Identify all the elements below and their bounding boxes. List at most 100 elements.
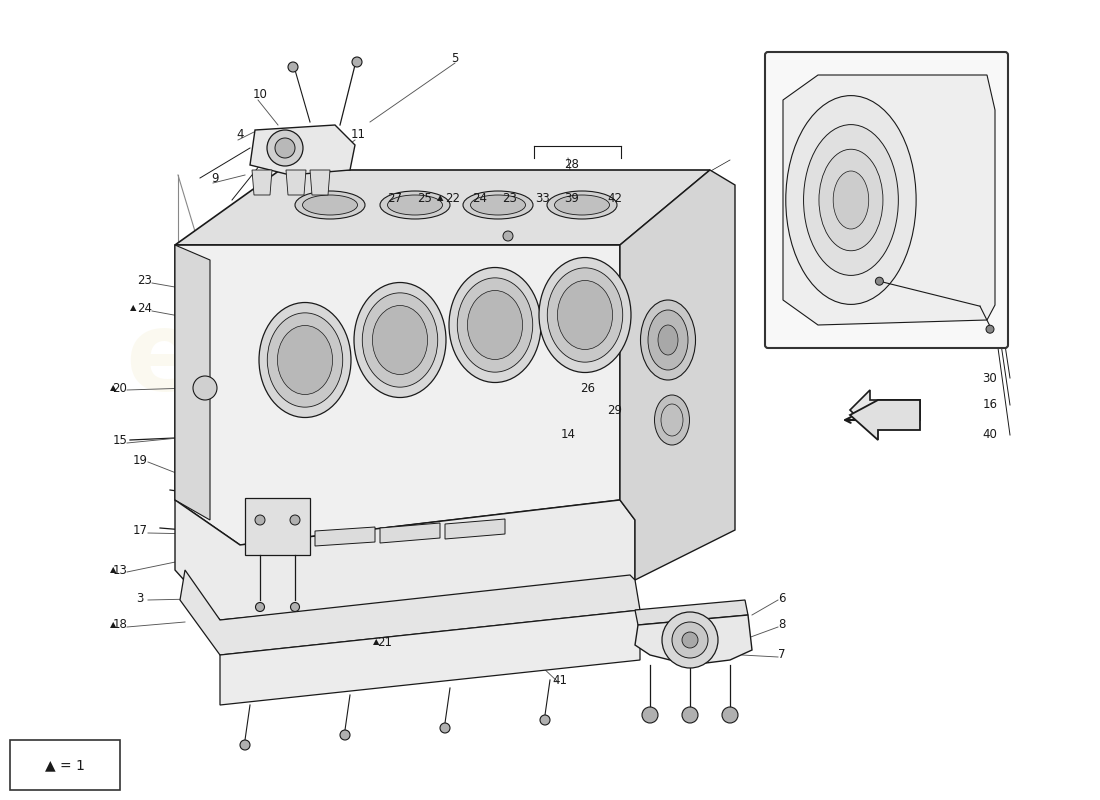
Ellipse shape: [290, 602, 299, 611]
Text: 20: 20: [112, 382, 128, 394]
Ellipse shape: [295, 191, 365, 219]
Circle shape: [662, 612, 718, 668]
Ellipse shape: [558, 281, 613, 350]
Ellipse shape: [654, 395, 690, 445]
Ellipse shape: [354, 282, 446, 398]
Circle shape: [876, 278, 883, 286]
Text: 8: 8: [779, 618, 785, 631]
Text: 39: 39: [564, 191, 580, 205]
Text: since 1982: since 1982: [565, 520, 667, 568]
Polygon shape: [635, 600, 748, 625]
Text: europ: europ: [125, 306, 491, 414]
Polygon shape: [180, 570, 640, 655]
Text: 21: 21: [377, 635, 393, 649]
Text: ▲: ▲: [110, 621, 117, 630]
Ellipse shape: [449, 267, 541, 382]
Text: a passion for parts: a passion for parts: [331, 420, 549, 508]
Ellipse shape: [362, 293, 438, 387]
Ellipse shape: [803, 125, 899, 275]
Circle shape: [986, 325, 994, 333]
Text: 16: 16: [982, 398, 998, 411]
Text: 3: 3: [136, 591, 144, 605]
Ellipse shape: [820, 150, 883, 250]
Ellipse shape: [258, 302, 351, 418]
Ellipse shape: [468, 290, 522, 359]
Bar: [10, 740, 120, 790]
Polygon shape: [250, 125, 355, 175]
Text: 11: 11: [351, 129, 365, 142]
Ellipse shape: [785, 96, 916, 305]
Text: 33: 33: [536, 191, 550, 205]
Ellipse shape: [463, 191, 534, 219]
Polygon shape: [379, 523, 440, 543]
Circle shape: [275, 138, 295, 158]
Text: 30: 30: [982, 371, 998, 385]
Text: 24: 24: [473, 191, 487, 205]
Polygon shape: [175, 245, 210, 520]
Ellipse shape: [240, 740, 250, 750]
Text: 41: 41: [552, 674, 568, 686]
Circle shape: [722, 707, 738, 723]
Text: 14: 14: [561, 429, 575, 442]
Circle shape: [352, 57, 362, 67]
Circle shape: [267, 130, 303, 166]
Text: 28: 28: [564, 158, 580, 171]
Polygon shape: [245, 498, 310, 555]
Ellipse shape: [640, 300, 695, 380]
Text: 40: 40: [982, 429, 998, 442]
FancyBboxPatch shape: [764, 52, 1008, 348]
Circle shape: [642, 707, 658, 723]
Text: 17: 17: [132, 523, 147, 537]
Text: 24: 24: [138, 302, 153, 314]
Text: ▲: ▲: [373, 638, 380, 646]
Polygon shape: [620, 170, 735, 580]
Ellipse shape: [373, 306, 428, 374]
Ellipse shape: [548, 268, 623, 362]
Text: ▲: ▲: [110, 566, 117, 574]
Ellipse shape: [340, 730, 350, 740]
Text: 29: 29: [607, 403, 623, 417]
Ellipse shape: [648, 310, 688, 370]
Circle shape: [290, 515, 300, 525]
Polygon shape: [175, 500, 635, 620]
Circle shape: [255, 515, 265, 525]
Polygon shape: [175, 170, 710, 245]
Text: arts: arts: [361, 380, 629, 548]
Circle shape: [192, 376, 217, 400]
Text: 26: 26: [581, 382, 595, 394]
Text: 25: 25: [418, 191, 432, 205]
Polygon shape: [850, 390, 920, 430]
Text: 42: 42: [607, 191, 623, 205]
Ellipse shape: [540, 715, 550, 725]
Text: 4: 4: [236, 129, 244, 142]
Polygon shape: [635, 615, 752, 665]
Text: ▲: ▲: [110, 383, 117, 393]
Text: 6: 6: [779, 591, 785, 605]
Polygon shape: [250, 530, 310, 548]
Ellipse shape: [833, 171, 869, 229]
Ellipse shape: [458, 278, 532, 372]
Ellipse shape: [277, 326, 332, 394]
Text: 19: 19: [132, 454, 147, 466]
Circle shape: [682, 707, 698, 723]
Text: ▲: ▲: [130, 303, 136, 313]
Ellipse shape: [379, 191, 450, 219]
Ellipse shape: [539, 258, 631, 373]
Circle shape: [682, 632, 698, 648]
Text: 23: 23: [503, 191, 517, 205]
Text: 7: 7: [779, 649, 785, 662]
Ellipse shape: [267, 313, 343, 407]
Text: ▲: ▲: [437, 194, 443, 202]
Polygon shape: [175, 245, 620, 545]
Ellipse shape: [547, 191, 617, 219]
Polygon shape: [850, 400, 920, 440]
Circle shape: [288, 62, 298, 72]
Ellipse shape: [440, 723, 450, 733]
Text: 15: 15: [112, 434, 128, 446]
Polygon shape: [286, 170, 306, 195]
Polygon shape: [252, 170, 272, 195]
Polygon shape: [220, 610, 640, 705]
Text: 18: 18: [112, 618, 128, 631]
Ellipse shape: [387, 195, 442, 215]
Text: 5: 5: [451, 51, 459, 65]
